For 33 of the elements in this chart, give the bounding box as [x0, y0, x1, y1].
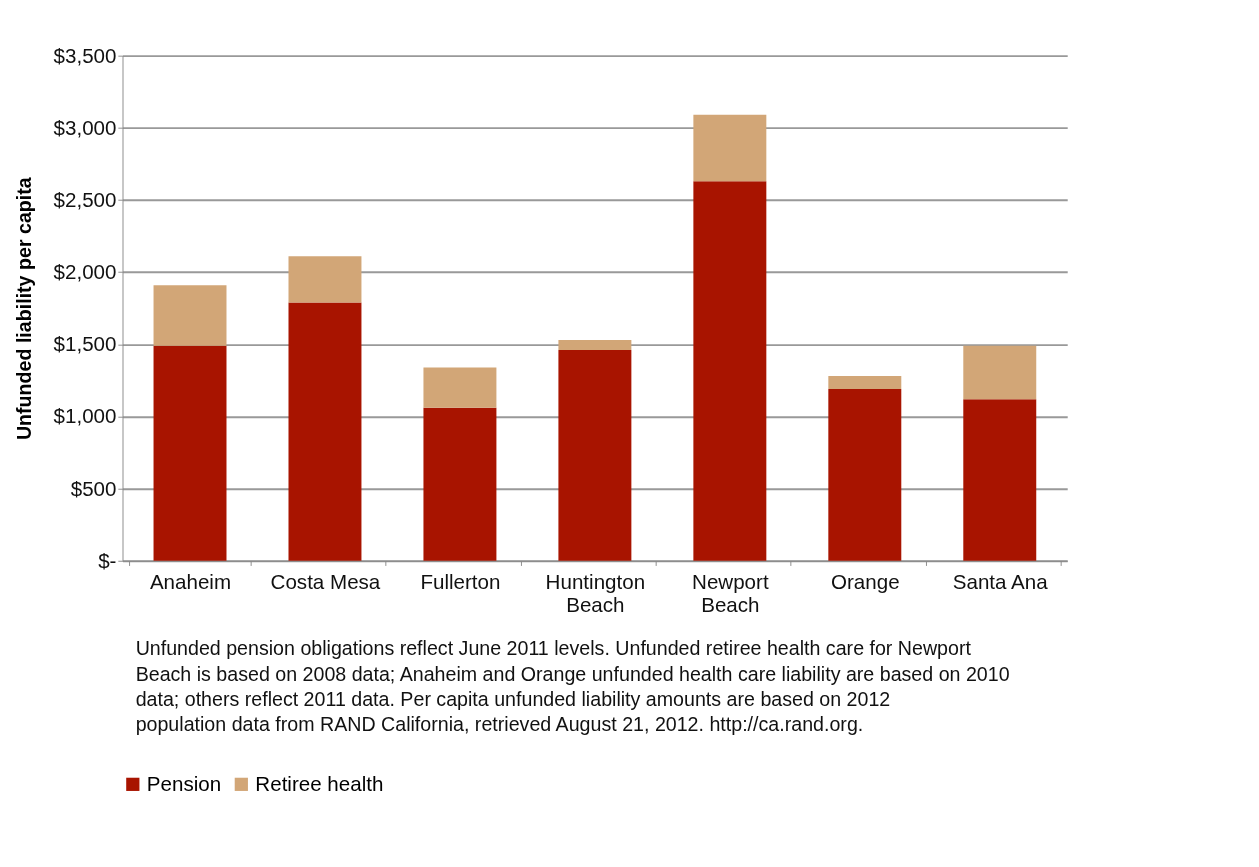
- bar: [963, 345, 1037, 400]
- x-tick-label: Huntington Beach: [545, 570, 646, 616]
- y-tick-label: $2,000: [53, 260, 117, 284]
- x-tick-label: Santa Ana: [952, 570, 1049, 594]
- bar: [693, 114, 767, 182]
- text: Unfunded pension obligations reflect June 2011 levels. Unfunded retiree health care for Newport Beach is based on 2008 data; Anaheim and Orange unfunded health care liability are based on 2010 data; others reflect 2011 data. Per capita unfunded liability amounts are based on 2012 population data from RAND California, retrieved August 21, 2012. http://ca.rand.org.: [135, 637, 1010, 736]
- y-tick-label: $1,500: [53, 332, 117, 356]
- y-tick-label: $2,500: [53, 188, 117, 212]
- bar: [423, 407, 497, 561]
- y-axis-title: Unfunded liability per capita: [13, 176, 36, 441]
- y-tick-label: $500: [70, 476, 117, 500]
- y-tick-label: $3,500: [53, 43, 117, 67]
- bar: [693, 181, 767, 561]
- x-tick-label: Orange: [830, 570, 900, 594]
- bar: [423, 367, 497, 408]
- y-tick-label: $3,000: [53, 115, 117, 139]
- bar: [288, 256, 362, 303]
- bar: [828, 389, 902, 561]
- bar: [828, 376, 902, 390]
- x-tick-label: Fullerton: [420, 570, 501, 594]
- bar: [153, 345, 227, 561]
- bar: [558, 350, 632, 561]
- x-tick-label: Costa Mesa: [270, 570, 381, 594]
- y-tick-label: $1,000: [53, 404, 117, 428]
- bar: [963, 399, 1037, 561]
- y-tick-label: $-: [98, 548, 117, 572]
- x-tick-label: Anaheim: [149, 570, 232, 594]
- bar: [153, 285, 227, 346]
- legend-label: Retiree health: [255, 771, 384, 795]
- bar: [558, 339, 632, 351]
- legend-label: Pension: [146, 771, 222, 795]
- x-tick-label: Newport Beach: [692, 570, 769, 616]
- bar: [288, 302, 362, 561]
